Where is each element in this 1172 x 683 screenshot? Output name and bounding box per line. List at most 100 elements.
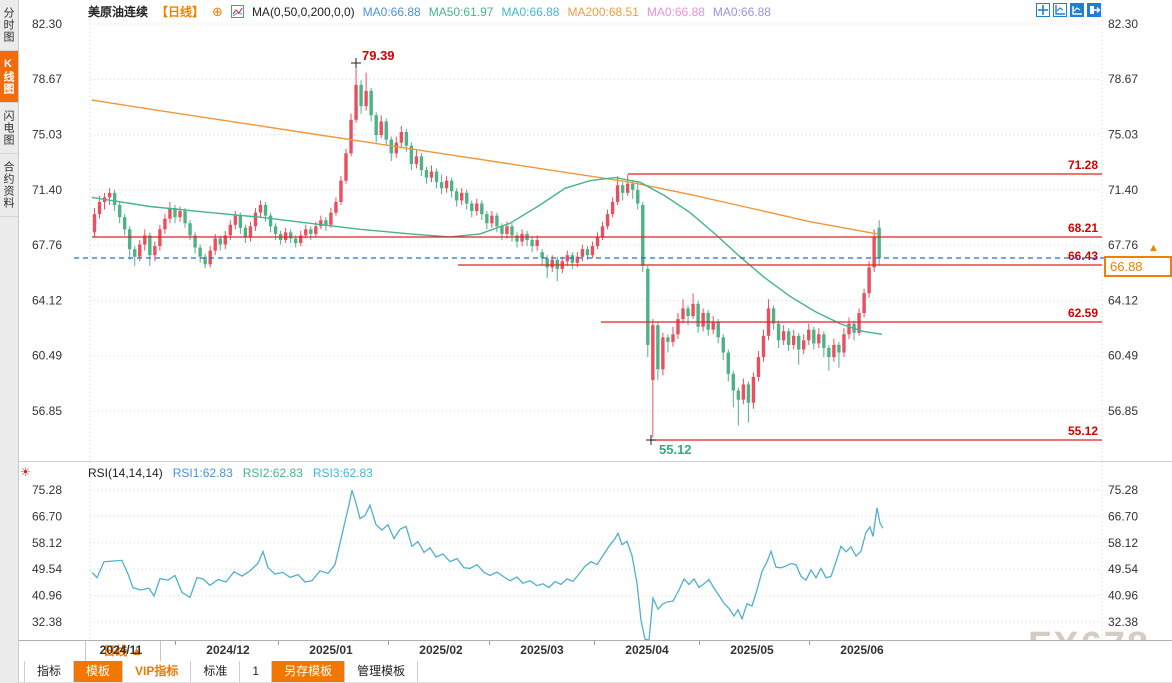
- candle-body: [253, 212, 258, 227]
- sidebar-item-1[interactable]: K线图: [0, 51, 18, 103]
- ma-value: MA200:68.51: [567, 5, 639, 19]
- candle-body: [636, 189, 640, 204]
- sidebar-item-2[interactable]: 闪电图: [0, 103, 18, 154]
- sidebar-item-3[interactable]: 合约资料: [0, 154, 18, 217]
- period-dropdown-button[interactable]: 日线 ▲: [85, 641, 161, 661]
- candle-body: [148, 235, 152, 256]
- candle-body: [817, 334, 821, 344]
- candle-body: [641, 204, 645, 266]
- candle-body: [198, 247, 202, 257]
- bottom-tab-5[interactable]: 另存模板: [272, 661, 346, 682]
- pan-crosshair-icon[interactable]: [1036, 3, 1050, 17]
- candle-body: [716, 322, 720, 338]
- candle-body: [872, 236, 876, 268]
- price-axis-label-left: 78.67: [32, 72, 62, 86]
- candle-body: [128, 229, 132, 250]
- candle-body: [781, 331, 786, 341]
- price-axis-label-left: 67.76: [32, 238, 62, 252]
- candle-body: [238, 215, 243, 228]
- sidebar-item-0[interactable]: 分时图: [0, 0, 18, 51]
- zoom-toggle-icon[interactable]: ⊕: [212, 4, 223, 19]
- candle-body: [309, 229, 313, 234]
- candle-body: [631, 183, 635, 190]
- candle-body: [92, 214, 97, 233]
- chart-header: 美原油连续 【日线】 ⊕ MA(0,50,0,200,0,0) MA0:66.88 MA5…: [88, 3, 787, 20]
- candle-body: [615, 185, 620, 202]
- candle-body: [369, 90, 373, 116]
- bottom-tab-4[interactable]: 1: [240, 661, 273, 682]
- candle-body: [117, 204, 122, 218]
- current-price-box: 66.88: [1104, 256, 1172, 277]
- ma200-line: [91, 99, 878, 235]
- candle-body: [791, 335, 796, 345]
- date-axis-label: 2025/03: [520, 643, 564, 657]
- axes-chart-icon[interactable]: [1053, 3, 1067, 17]
- candle-body: [731, 373, 736, 391]
- bottom-tab-0[interactable]: 指标: [24, 661, 75, 682]
- bottom-tab-2[interactable]: VIP指标: [123, 661, 192, 682]
- candle-body: [746, 384, 751, 403]
- ma-value: MA0:66.88: [712, 5, 771, 19]
- time-axis-row: 日线 ▲ 2024/11 2024/12 2025/01 2025/02 2025/03…: [18, 640, 1172, 662]
- candle-body: [721, 337, 725, 353]
- candle-body: [585, 249, 590, 256]
- candle-body: [480, 203, 484, 215]
- candle-body: [711, 322, 715, 330]
- candle-body: [661, 337, 665, 370]
- candle-body: [520, 233, 524, 242]
- candle-body: [173, 208, 177, 218]
- high-price-label: 79.39: [362, 48, 395, 63]
- date-axis-label: 2025/06: [840, 643, 884, 657]
- bottom-tab-3[interactable]: 标准: [191, 661, 241, 682]
- candle-body: [459, 192, 464, 201]
- candle-body: [490, 215, 494, 224]
- bottom-tab-1[interactable]: 模板: [74, 661, 124, 682]
- candle-body: [107, 192, 112, 198]
- candle-body: [681, 308, 685, 320]
- bottom-tab-6[interactable]: 管理模板: [345, 661, 419, 682]
- candle-body: [344, 153, 348, 181]
- candle-body: [429, 171, 434, 178]
- candle-body: [404, 131, 409, 146]
- candle-body: [847, 323, 851, 335]
- rsi-header: RSI(14,14,14) RSI1:62.83 RSI2:62.83 RSI3:62…: [88, 466, 393, 480]
- candle-body: [470, 203, 474, 212]
- active-chart-icon[interactable]: [1070, 3, 1084, 17]
- candle-body: [364, 90, 368, 107]
- candle-body: [263, 204, 268, 216]
- price-axis-label-left: 64.12: [32, 294, 62, 308]
- candle-body: [867, 267, 871, 294]
- level-label: 71.28: [1068, 158, 1098, 172]
- candle-body: [193, 235, 197, 248]
- date-axis-label: 2025/05: [730, 643, 774, 657]
- candle-body: [153, 246, 157, 256]
- indicator-chart-icon[interactable]: [230, 5, 244, 19]
- candle-body: [837, 344, 841, 353]
- candle-body: [414, 156, 419, 164]
- candle-body: [691, 303, 695, 317]
- candle-body: [339, 180, 343, 202]
- candle-body: [97, 201, 102, 215]
- candle-body: [751, 376, 756, 403]
- candle-body: [605, 214, 610, 227]
- date-axis-label: 2024/11: [99, 643, 143, 657]
- candle-body: [610, 201, 615, 215]
- candle-body: [656, 325, 660, 370]
- candle-body: [163, 218, 167, 230]
- exit-panel-icon[interactable]: [1087, 3, 1101, 17]
- candle-body: [138, 244, 142, 257]
- candle-body: [857, 312, 861, 333]
- candle-body: [319, 220, 323, 227]
- candle-body: [399, 131, 404, 143]
- rsi-axis-label-right: 66.70: [1108, 509, 1138, 523]
- price-pane[interactable]: 82.30 82.30 78.67 78.67 75.03 75.03 71.40 71.40…: [18, 0, 1172, 462]
- candle-body: [842, 334, 846, 353]
- indicator-settings-icon[interactable]: ☀: [20, 465, 31, 479]
- rsi-line: [91, 490, 884, 641]
- candle-body: [268, 215, 273, 227]
- candlestick-series: [92, 68, 881, 438]
- period-tag: 【日线】: [156, 5, 205, 19]
- rsi-axis-label-left: 75.28: [32, 483, 62, 497]
- rsi-pane[interactable]: 75.28 75.28 66.70 66.70 58.12 58.12 49.54 49.54…: [18, 462, 1172, 642]
- candle-body: [807, 329, 811, 341]
